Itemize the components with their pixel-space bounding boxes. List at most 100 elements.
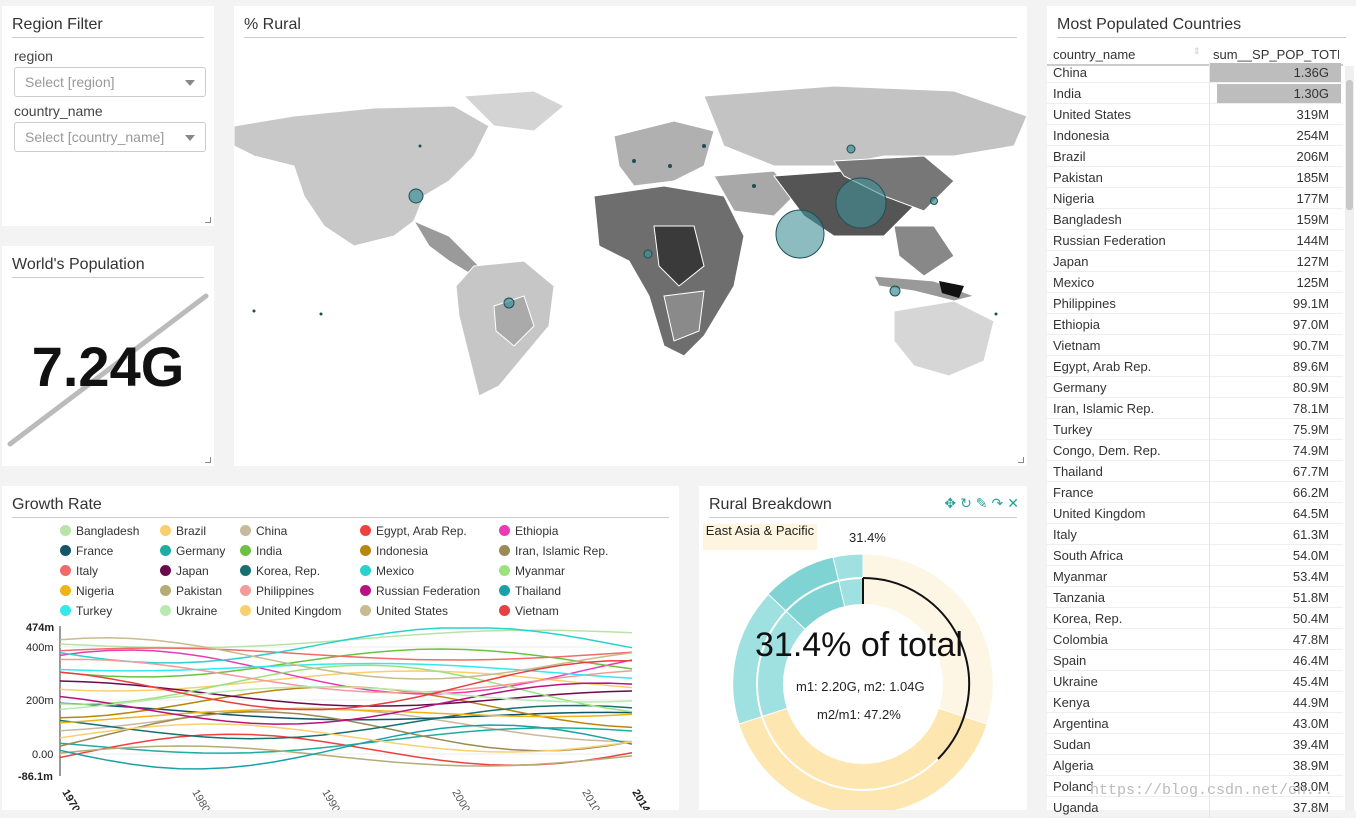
legend-item[interactable]: Japan — [160, 564, 209, 578]
legend-item[interactable]: India — [240, 544, 282, 558]
legend-item[interactable]: Bangladesh — [60, 524, 139, 538]
series-line[interactable] — [59, 682, 633, 725]
table-row[interactable]: Myanmar 53.4M — [1047, 566, 1343, 587]
country-select[interactable]: Select [country_name] — [14, 122, 206, 152]
legend-item[interactable]: China — [240, 524, 287, 538]
panel-controls: ✥↻✎↷✕ — [944, 495, 1023, 512]
table-row[interactable]: Sudan 39.4M — [1047, 734, 1343, 755]
move-icon[interactable]: ✥ — [944, 495, 961, 511]
table-row[interactable]: Brazil 206M — [1047, 146, 1343, 167]
table-row[interactable]: Indonesia 254M — [1047, 125, 1343, 146]
world-map[interactable] — [234, 86, 1027, 416]
table-row[interactable]: France 66.2M — [1047, 482, 1343, 503]
table-row[interactable]: Germany 80.9M — [1047, 377, 1343, 398]
legend-item[interactable]: Thailand — [499, 584, 561, 598]
table-row[interactable]: Nigeria 177M — [1047, 188, 1343, 209]
series-line[interactable] — [59, 686, 633, 711]
table-row[interactable]: Philippines 99.1M — [1047, 293, 1343, 314]
series-line[interactable] — [59, 745, 633, 767]
table-row[interactable]: Turkey 75.9M — [1047, 419, 1343, 440]
table-row[interactable]: Mexico 125M — [1047, 272, 1343, 293]
legend-item[interactable]: France — [60, 544, 113, 558]
table-row[interactable]: Colombia 47.8M — [1047, 629, 1343, 650]
series-line[interactable] — [59, 627, 633, 664]
table-row[interactable]: Italy 61.3M — [1047, 524, 1343, 545]
legend-item[interactable]: Ethiopia — [499, 524, 558, 538]
table-row[interactable]: Egypt, Arab Rep. 89.6M — [1047, 356, 1343, 377]
table-row[interactable]: Algeria 38.9M — [1047, 755, 1343, 776]
table-row[interactable]: Pakistan 185M — [1047, 167, 1343, 188]
series-line[interactable] — [59, 637, 633, 680]
legend-item[interactable]: Korea, Rep. — [240, 564, 320, 578]
series-line[interactable] — [59, 723, 633, 753]
series-line[interactable] — [59, 724, 633, 770]
edit-icon[interactable]: ✎ — [975, 495, 992, 511]
series-line[interactable] — [59, 658, 633, 694]
legend-item[interactable]: Germany — [160, 544, 225, 558]
resize-handle[interactable] — [205, 457, 211, 463]
table-row[interactable]: Vietnam 90.7M — [1047, 335, 1343, 356]
series-line[interactable] — [59, 664, 633, 713]
sort-icon[interactable]: ⇕ — [1193, 46, 1201, 56]
legend-item[interactable]: Italy — [60, 564, 98, 578]
series-line[interactable] — [59, 647, 633, 661]
refresh-icon[interactable]: ↻ — [960, 495, 976, 511]
table-row[interactable]: Uganda 37.8M — [1047, 797, 1343, 818]
region-select[interactable]: Select [region] — [14, 67, 206, 97]
share-icon[interactable]: ↷ — [991, 495, 1008, 511]
legend-item[interactable]: United Kingdom — [240, 604, 341, 618]
resize-handle[interactable] — [1018, 457, 1024, 463]
col-country-name[interactable]: country_name — [1053, 47, 1136, 62]
series-line[interactable] — [59, 648, 633, 678]
table-row[interactable]: India 1.30G — [1047, 83, 1343, 104]
legend-item[interactable]: United States — [360, 604, 448, 618]
table-row[interactable]: Bangladesh 159M — [1047, 209, 1343, 230]
table-row[interactable]: United States 319M — [1047, 104, 1343, 125]
table-row[interactable]: Argentina 43.0M — [1047, 713, 1343, 734]
breadcrumb[interactable]: East Asia & Pacific — [703, 524, 817, 550]
series-line[interactable] — [59, 662, 633, 679]
legend-swatch — [240, 605, 251, 616]
scrollbar[interactable] — [1345, 66, 1354, 810]
legend-item[interactable]: Mexico — [360, 564, 414, 578]
table-row[interactable]: China 1.36G — [1047, 62, 1343, 83]
table-row[interactable]: Japan 127M — [1047, 251, 1343, 272]
series-line[interactable] — [59, 708, 633, 724]
table-row[interactable]: Poland 38.0M — [1047, 776, 1343, 797]
line-chart[interactable]: 474m 400m 200m 0.00 -86.1m 1970 1980 199… — [2, 614, 679, 810]
table-row[interactable]: Korea, Rep. 50.4M — [1047, 608, 1343, 629]
series-line[interactable] — [59, 704, 633, 740]
scrollbar-thumb[interactable] — [1346, 80, 1353, 210]
series-line[interactable] — [59, 727, 633, 754]
table-row[interactable]: United Kingdom 64.5M — [1047, 503, 1343, 524]
table-row[interactable]: Thailand 67.7M — [1047, 461, 1343, 482]
legend-item[interactable]: Brazil — [160, 524, 206, 538]
table-row[interactable]: Kenya 44.9M — [1047, 692, 1343, 713]
legend-item[interactable]: Nigeria — [60, 584, 114, 598]
table-row[interactable]: Tanzania 51.8M — [1047, 587, 1343, 608]
legend-item[interactable]: Indonesia — [360, 544, 428, 558]
legend-item[interactable]: Ukraine — [160, 604, 217, 618]
resize-handle[interactable] — [205, 217, 211, 223]
series-line[interactable] — [59, 680, 633, 707]
legend-item[interactable]: Russian Federation — [360, 584, 480, 598]
table-row[interactable]: Ukraine 45.4M — [1047, 671, 1343, 692]
table-row[interactable]: Spain 46.4M — [1047, 650, 1343, 671]
legend-item[interactable]: Myanmar — [499, 564, 565, 578]
table-row[interactable]: South Africa 54.0M — [1047, 545, 1343, 566]
legend-item[interactable]: Turkey — [60, 604, 112, 618]
legend-item[interactable]: Philippines — [240, 584, 314, 598]
table-row[interactable]: Ethiopia 97.0M — [1047, 314, 1343, 335]
series-line[interactable] — [59, 686, 633, 729]
legend-item[interactable]: Iran, Islamic Rep. — [499, 544, 608, 558]
legend-item[interactable]: Pakistan — [160, 584, 222, 598]
table-row[interactable]: Congo, Dem. Rep. 74.9M — [1047, 440, 1343, 461]
table-row[interactable]: Russian Federation 144M — [1047, 230, 1343, 251]
close-icon[interactable]: ✕ — [1007, 495, 1023, 511]
col-value[interactable]: sum__SP_POP_TOTL — [1213, 47, 1339, 62]
legend-item[interactable]: Vietnam — [499, 604, 559, 618]
table-row[interactable]: Iran, Islamic Rep. 78.1M — [1047, 398, 1343, 419]
sunburst-chart[interactable] — [723, 550, 1003, 810]
legend-item[interactable]: Egypt, Arab Rep. — [360, 524, 467, 538]
series-line[interactable] — [59, 659, 633, 711]
